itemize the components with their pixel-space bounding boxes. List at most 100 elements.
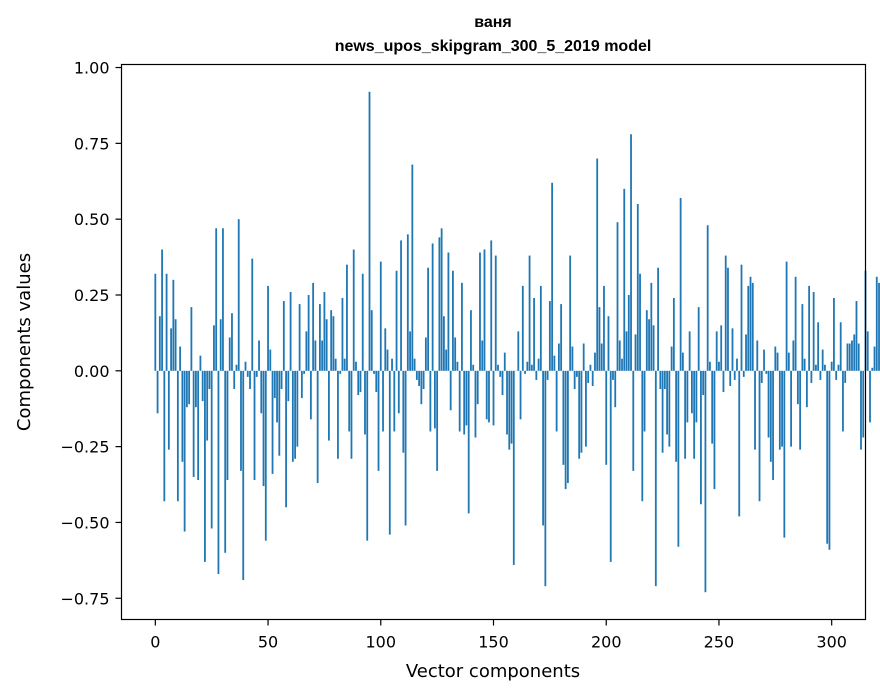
bar — [472, 364, 475, 371]
bar — [792, 340, 795, 371]
bar — [352, 249, 355, 371]
x-tick-label: 0 — [150, 633, 160, 652]
bar — [535, 370, 538, 380]
bar — [348, 370, 351, 432]
bar — [388, 370, 391, 535]
bar — [589, 364, 592, 371]
bar — [228, 337, 231, 371]
bar — [632, 370, 635, 471]
bar — [675, 370, 678, 462]
bar — [233, 370, 236, 390]
bar — [328, 370, 330, 441]
bar — [652, 325, 655, 371]
bar — [267, 285, 269, 371]
bar — [185, 370, 188, 408]
bar — [443, 316, 445, 371]
bar — [355, 361, 357, 371]
bar — [447, 252, 450, 371]
bar — [769, 370, 772, 462]
x-tick-label: 150 — [478, 633, 509, 652]
bar — [562, 370, 565, 465]
chart-title: ваня — [474, 14, 512, 31]
bar — [285, 370, 287, 508]
bar — [156, 370, 159, 414]
bar — [497, 364, 499, 371]
bar — [264, 370, 267, 541]
bar — [402, 370, 405, 453]
bar — [303, 370, 306, 374]
bar — [424, 337, 427, 371]
bar — [742, 370, 745, 377]
bar — [639, 273, 641, 371]
bar — [542, 370, 544, 526]
bar — [571, 346, 574, 371]
bar — [188, 370, 191, 405]
bar — [294, 370, 296, 459]
bar — [258, 340, 260, 371]
bar — [181, 370, 184, 462]
bar — [776, 352, 779, 371]
bar — [249, 370, 251, 390]
bar — [537, 358, 540, 371]
bar — [373, 370, 375, 374]
bar — [778, 370, 781, 450]
bar — [636, 204, 639, 371]
bar — [382, 370, 384, 432]
bar — [799, 370, 802, 450]
bar — [255, 370, 258, 377]
y-axis-ticks: −0.75 −0.50 −0.25 0.00 0.25 0.50 0.75 1.00 — [60, 59, 122, 608]
bar — [733, 370, 736, 380]
bar — [506, 370, 508, 435]
bar — [361, 273, 364, 371]
bar — [499, 370, 502, 377]
bar — [309, 370, 312, 420]
bar — [713, 370, 716, 490]
bar — [812, 291, 815, 371]
bar — [253, 370, 256, 480]
bar — [587, 370, 590, 383]
bar — [176, 370, 179, 502]
bar — [657, 267, 659, 371]
bar — [715, 331, 718, 371]
bar — [260, 370, 263, 414]
bar — [722, 370, 725, 393]
bar — [817, 322, 820, 371]
bar — [758, 370, 761, 502]
bar — [242, 370, 245, 581]
bar — [282, 301, 285, 371]
bar — [467, 370, 470, 514]
bar — [364, 370, 366, 435]
bar — [848, 343, 851, 371]
bar — [751, 282, 754, 371]
bar — [357, 370, 360, 396]
bar — [393, 370, 396, 432]
bar — [668, 370, 671, 447]
bar — [413, 358, 416, 371]
bar — [436, 370, 439, 471]
bar — [199, 355, 202, 371]
bar — [808, 285, 811, 371]
bar — [544, 370, 547, 587]
bar — [846, 343, 849, 371]
bar — [222, 228, 224, 371]
bar — [278, 370, 281, 456]
bar — [654, 370, 657, 587]
bar — [154, 273, 157, 371]
bar — [785, 261, 788, 371]
bar — [643, 370, 646, 432]
bar — [237, 219, 240, 371]
bar — [765, 370, 768, 374]
bar — [231, 313, 233, 371]
bar — [794, 276, 797, 371]
bar — [598, 307, 601, 371]
bar — [201, 370, 204, 402]
bar — [481, 340, 484, 371]
bar — [630, 134, 632, 371]
bar — [810, 370, 813, 383]
bar — [627, 294, 630, 371]
bar — [702, 370, 705, 396]
bar — [325, 319, 328, 371]
x-axis-label: Vector components — [406, 661, 580, 682]
bar — [686, 370, 689, 423]
bar — [553, 355, 556, 371]
